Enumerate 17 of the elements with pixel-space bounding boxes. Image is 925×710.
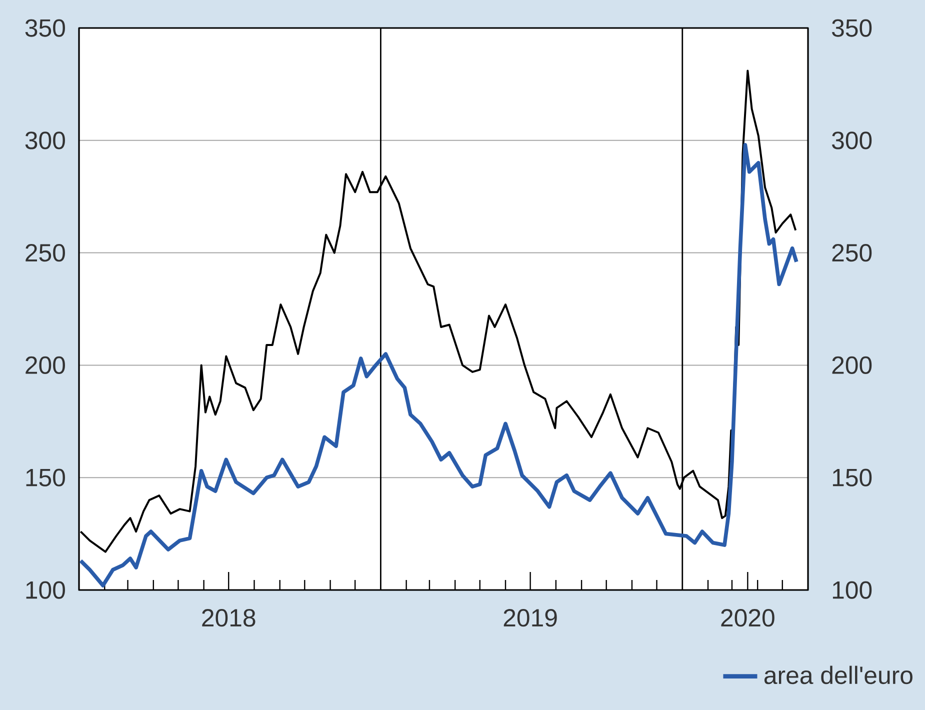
y2-tick-label: 300 [832,132,872,150]
y2-tick-label: 250 [832,244,872,262]
y-tick-label: 350 [25,19,65,37]
y-tick-label: 300 [25,132,65,150]
y2-tick-label: 350 [832,19,872,37]
x-tick-label: 2020 [721,609,774,627]
y2-tick-label: 200 [832,356,872,374]
y-tick-label: 250 [26,244,65,262]
x-tick-label: 2018 [202,609,256,627]
line-series [79,142,798,588]
y-tick-label: 200 [26,356,65,374]
y2-tick-label: 100 [832,581,872,599]
y-tick-label: 150 [26,468,65,486]
legend-label: area dell'euro [764,666,912,684]
y-tick-label: 100 [26,581,65,599]
y2-tick-label: 150 [832,468,872,486]
x-tick-label: 2019 [504,609,557,627]
